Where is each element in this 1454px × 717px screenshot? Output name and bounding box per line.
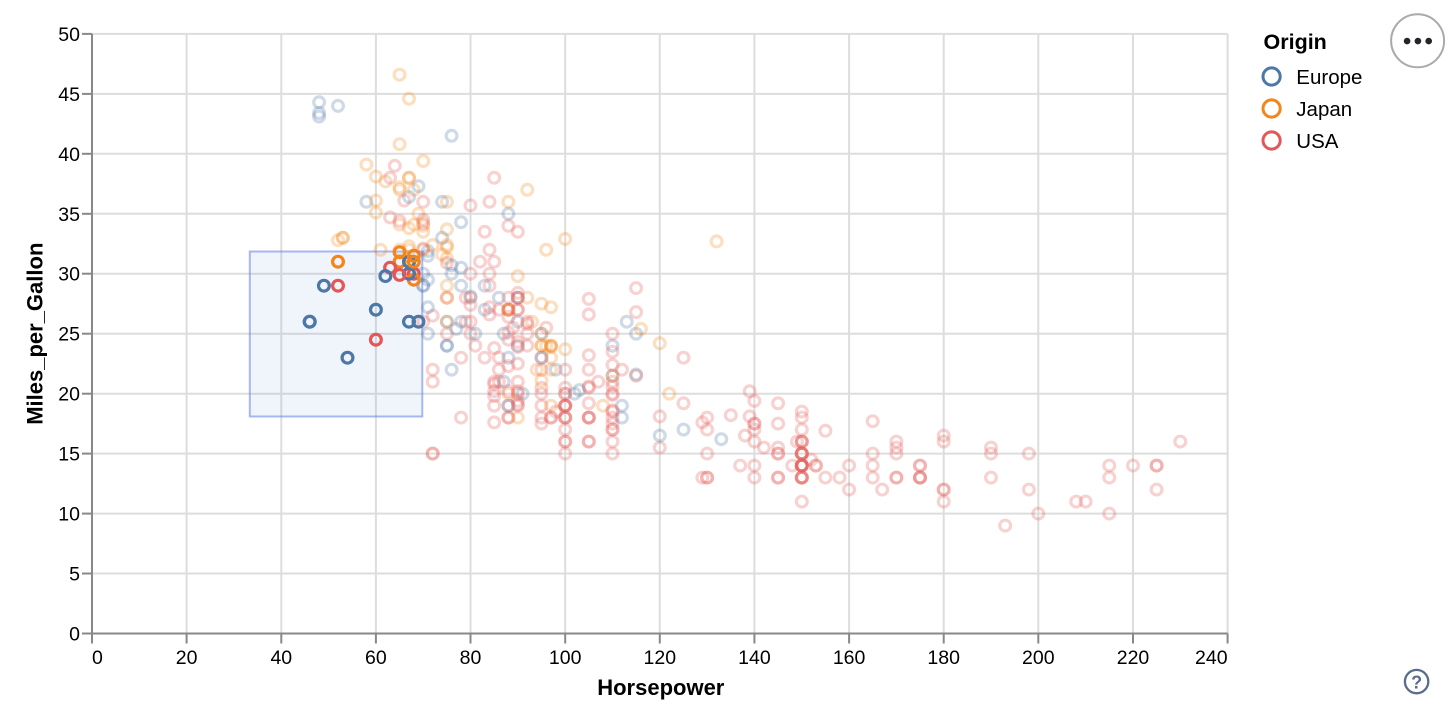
svg-text:Origin: Origin xyxy=(1264,30,1327,54)
svg-text:0: 0 xyxy=(69,624,80,646)
svg-text:Japan: Japan xyxy=(1296,98,1352,121)
svg-text:180: 180 xyxy=(927,647,960,669)
svg-text:140: 140 xyxy=(738,647,771,669)
svg-text:40: 40 xyxy=(270,647,292,669)
svg-text:20: 20 xyxy=(58,384,80,406)
svg-text:?: ? xyxy=(1411,673,1422,693)
svg-text:40: 40 xyxy=(58,144,80,166)
svg-text:15: 15 xyxy=(58,444,80,466)
svg-text:50: 50 xyxy=(58,24,80,46)
svg-text:45: 45 xyxy=(58,84,80,106)
svg-text:200: 200 xyxy=(1022,647,1055,669)
svg-text:Europe: Europe xyxy=(1296,66,1362,89)
svg-text:USA: USA xyxy=(1296,130,1338,153)
svg-text:0: 0 xyxy=(92,647,103,669)
svg-text:80: 80 xyxy=(460,647,482,669)
svg-text:Horsepower: Horsepower xyxy=(597,675,725,700)
svg-text:35: 35 xyxy=(58,204,80,226)
svg-text:30: 30 xyxy=(58,264,80,286)
svg-text:160: 160 xyxy=(833,647,866,669)
svg-text:25: 25 xyxy=(58,324,80,346)
svg-text:5: 5 xyxy=(69,564,80,586)
svg-text:20: 20 xyxy=(176,647,198,669)
svg-text:60: 60 xyxy=(365,647,387,669)
svg-text:220: 220 xyxy=(1117,647,1150,669)
svg-text:Miles_per_Gallon: Miles_per_Gallon xyxy=(23,243,48,425)
svg-text:10: 10 xyxy=(58,504,80,526)
svg-text:240: 240 xyxy=(1195,647,1228,669)
svg-text:120: 120 xyxy=(644,647,677,669)
svg-text:100: 100 xyxy=(549,647,582,669)
